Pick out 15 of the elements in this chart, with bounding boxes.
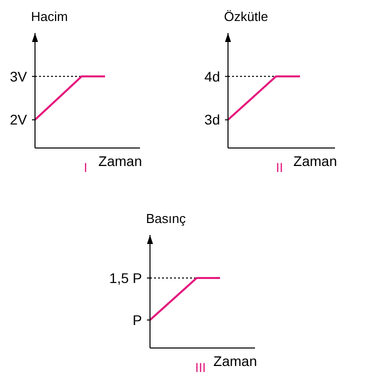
y-tick-label: 3d	[204, 112, 220, 128]
x-axis-title: Zaman	[98, 153, 142, 169]
y-tick-label: 4d	[204, 68, 220, 84]
text: I	[84, 160, 88, 175]
y-axis-title: Basınç	[146, 211, 186, 226]
ref-line-label: 1,5 P	[109, 270, 142, 286]
text: III	[195, 360, 206, 375]
text: P	[132, 312, 142, 328]
y-axis-title: Özkütle	[224, 9, 268, 24]
x-axis-title: Zaman	[293, 153, 337, 169]
text: II	[276, 160, 284, 175]
y-axis-title: Hacim	[31, 9, 68, 24]
y-tick-label: 3V	[10, 68, 28, 84]
y-tick-label: 2V	[10, 112, 28, 128]
x-axis-title: Zaman	[213, 353, 257, 369]
